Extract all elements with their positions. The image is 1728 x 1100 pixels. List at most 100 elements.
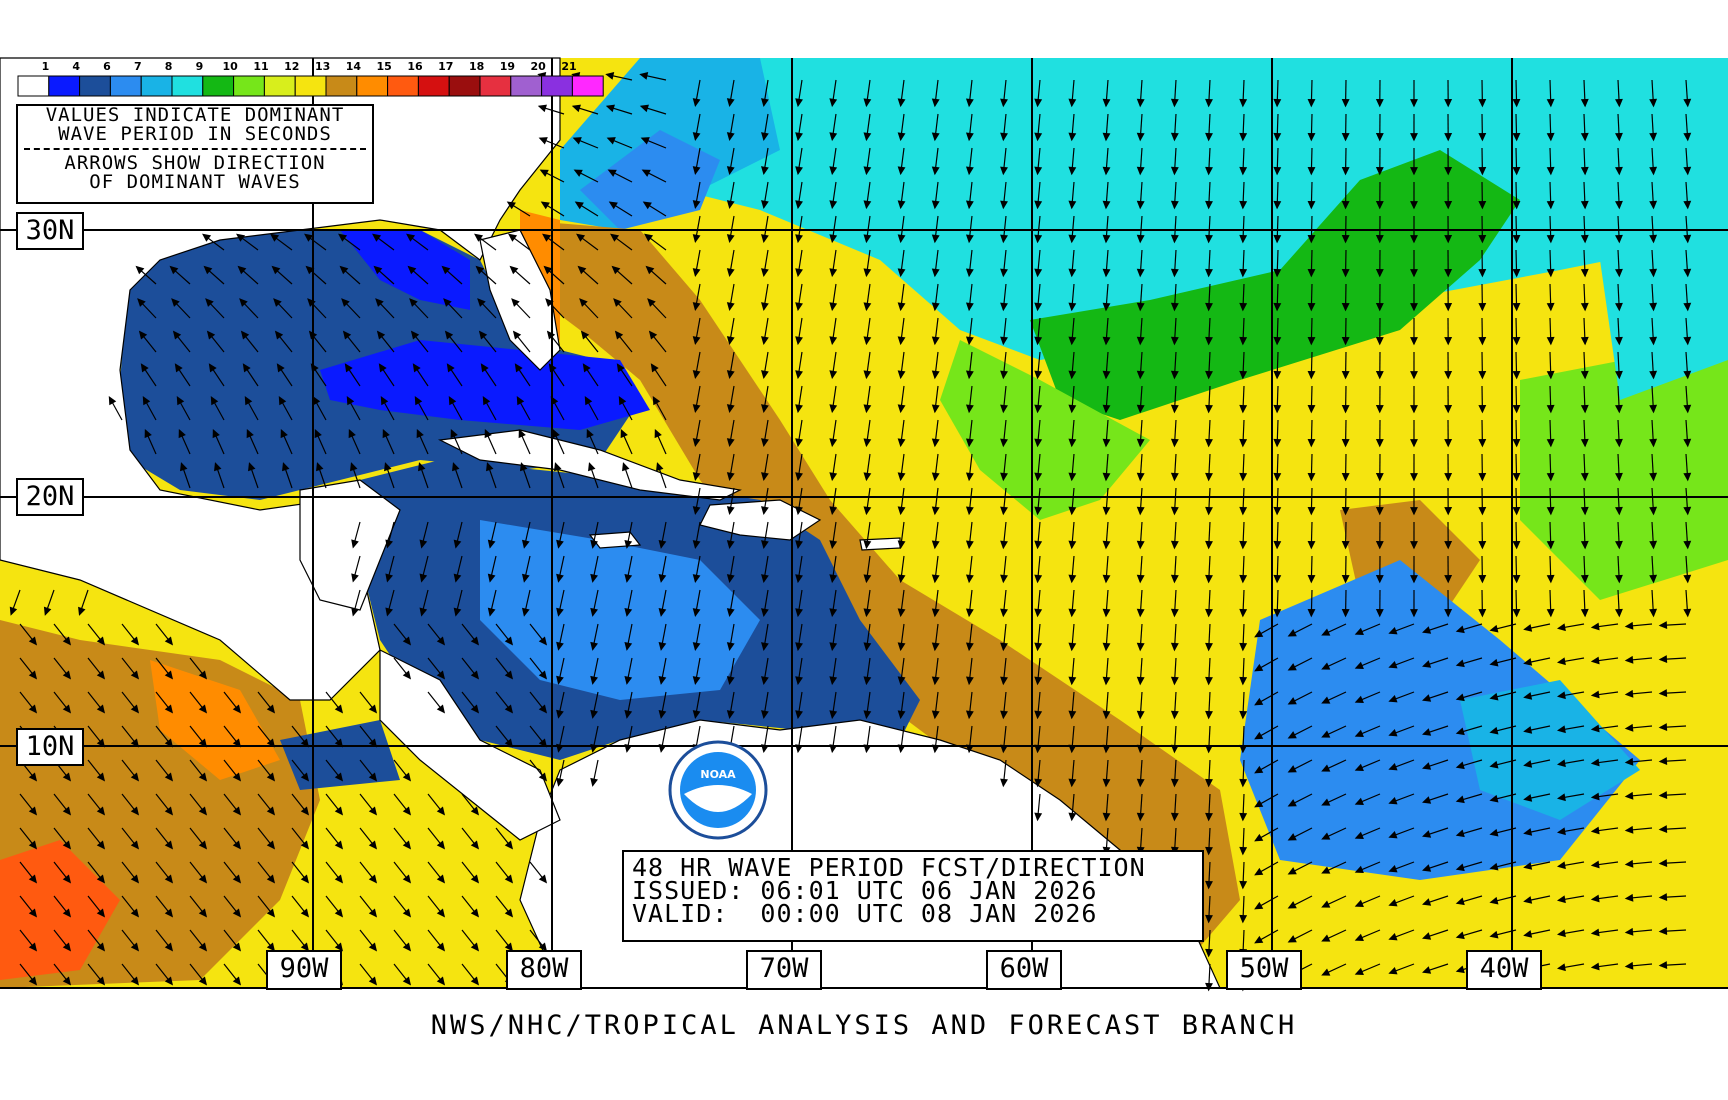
direction-arrow-head: [1170, 744, 1179, 754]
direction-arrow-head: [1375, 167, 1384, 176]
direction-arrow-head: [829, 98, 838, 108]
direction-arrow-head: [1410, 337, 1418, 346]
direction-arrow-head: [795, 132, 803, 142]
direction-arrow-head: [1341, 132, 1350, 142]
direction-arrow-head: [478, 330, 488, 340]
direction-arrow-head: [452, 462, 460, 472]
direction-arrow-head: [1307, 268, 1316, 278]
colorbar-swatch: [140, 75, 173, 97]
direction-arrow-head: [1615, 234, 1623, 244]
direction-arrow-head: [1354, 627, 1364, 636]
direction-arrow-head: [1580, 132, 1589, 142]
direction-arrow-head: [1649, 472, 1658, 482]
direction-arrow-head: [590, 607, 598, 617]
direction-arrow-head: [795, 166, 803, 176]
title-line-3: VALID: 00:00 UTC 08 JAN 2026: [632, 899, 1098, 928]
direction-arrow-head: [1102, 744, 1111, 754]
direction-arrow-head: [1624, 927, 1634, 936]
direction-arrow-head: [1136, 506, 1145, 516]
direction-arrow-head: [1624, 757, 1634, 766]
direction-arrow-head: [334, 772, 344, 782]
direction-arrow-head: [1624, 655, 1634, 664]
direction-arrow-head: [1478, 269, 1487, 278]
direction-arrow-head: [965, 506, 974, 516]
direction-arrow-head: [965, 438, 974, 448]
direction-arrow-head: [164, 874, 174, 884]
direction-arrow-head: [1683, 404, 1692, 414]
direction-arrow-head: [1615, 370, 1623, 380]
direction-arrow-head: [1239, 438, 1248, 448]
direction-arrow-head: [1307, 336, 1316, 346]
direction-arrow-head: [1000, 506, 1008, 516]
direction-arrow-head: [556, 743, 564, 753]
direction-arrow-head: [692, 98, 701, 107]
direction-arrow-head: [1321, 764, 1331, 772]
direction-arrow-head: [1455, 863, 1465, 872]
direction-arrow-head: [1068, 506, 1077, 516]
colorbar-tick-label: 18: [469, 60, 484, 73]
direction-arrow-head: [334, 738, 344, 748]
direction-arrow-head: [470, 874, 480, 884]
direction-arrow-head: [436, 942, 446, 952]
direction-arrow-head: [1034, 404, 1043, 414]
direction-arrow-head: [1205, 676, 1213, 686]
direction-arrow-head: [795, 710, 803, 720]
direction-arrow-head: [863, 404, 872, 414]
direction-arrow-head: [1341, 234, 1350, 244]
direction-arrow-head: [1546, 302, 1555, 312]
direction-arrow-head: [1388, 627, 1398, 635]
direction-arrow-head: [402, 874, 412, 884]
direction-arrow-head: [652, 396, 661, 406]
direction-arrow-head: [556, 675, 564, 685]
direction-arrow-head: [1649, 166, 1658, 176]
direction-arrow-head: [1341, 574, 1350, 584]
direction-arrow-head: [516, 396, 525, 406]
direction-arrow-head: [300, 908, 310, 918]
direction-arrow-head: [1546, 370, 1555, 380]
direction-arrow-head: [1658, 723, 1668, 732]
direction-arrow-head: [164, 772, 174, 782]
direction-arrow-head: [504, 942, 514, 952]
direction-arrow-head: [1422, 932, 1432, 940]
direction-arrow-head: [1444, 507, 1453, 516]
legend-line-2: WAVE PERIOD IN SECONDS: [58, 123, 332, 145]
direction-arrow-head: [1388, 831, 1398, 839]
direction-arrow-head: [795, 200, 803, 210]
direction-arrow-head: [829, 132, 838, 142]
direction-arrow-head: [316, 462, 324, 472]
direction-arrow-head: [1354, 661, 1364, 670]
direction-arrow-head: [1388, 967, 1398, 975]
direction-arrow-head: [1590, 724, 1600, 733]
colorbar-tick-label: 6: [103, 60, 111, 73]
direction-arrow-head: [1102, 268, 1111, 278]
region-pacific-orange: [150, 660, 280, 780]
direction-arrow-head: [62, 942, 72, 952]
direction-arrow-head: [1170, 268, 1179, 278]
direction-arrow-head: [761, 438, 769, 448]
direction-arrow-head: [1683, 438, 1692, 448]
direction-arrow-head: [931, 404, 940, 414]
direction-arrow-head: [761, 404, 769, 414]
direction-arrow-head: [863, 234, 872, 244]
direction-arrow-head: [402, 636, 412, 646]
direction-arrow-head: [611, 265, 621, 275]
colorbar-swatch: [48, 75, 81, 97]
direction-arrow-head: [761, 642, 769, 652]
direction-arrow-head: [1068, 404, 1077, 414]
direction-arrow-head: [1444, 269, 1453, 278]
direction-arrow-head: [897, 506, 906, 516]
direction-arrow-head: [402, 806, 412, 816]
direction-arrow-head: [1341, 336, 1350, 346]
direction-arrow-head: [863, 608, 872, 618]
direction-arrow-head: [1615, 472, 1623, 482]
direction-arrow-head: [78, 606, 86, 616]
direction-arrow-head: [135, 265, 145, 275]
direction-arrow-head: [240, 330, 250, 340]
direction-arrow-head: [1523, 862, 1533, 870]
direction-arrow-head: [761, 98, 769, 108]
direction-arrow-head: [1102, 506, 1111, 516]
direction-arrow-head: [1455, 659, 1465, 668]
direction-arrow-head: [1512, 540, 1521, 550]
direction-arrow-head: [1254, 867, 1264, 876]
direction-arrow-head: [931, 472, 940, 482]
